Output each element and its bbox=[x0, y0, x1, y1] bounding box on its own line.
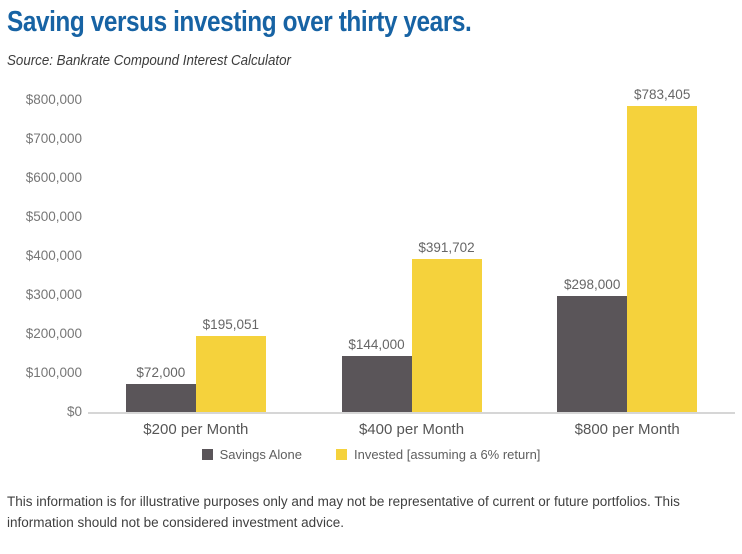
bar-savings-alone: $144,000 bbox=[341, 337, 412, 412]
y-axis-tick-label: $500,000 bbox=[25, 209, 82, 224]
legend: Savings Alone Invested [assuming a 6% ret… bbox=[0, 447, 742, 462]
y-axis-tick-label: $0 bbox=[66, 404, 82, 419]
bar-invested: $391,702 bbox=[411, 240, 482, 412]
bar-value-label: $195,051 bbox=[202, 316, 259, 332]
bar-group: $72,000 $195,051 bbox=[88, 100, 304, 412]
bar-value-label: $391,702 bbox=[418, 240, 475, 256]
bar-value-label: $298,000 bbox=[564, 276, 621, 292]
x-axis: $200 per Month $400 per Month $800 per Mon… bbox=[0, 414, 735, 438]
bar-value-label: $72,000 bbox=[136, 364, 186, 380]
y-axis-tick-label: $100,000 bbox=[25, 365, 82, 380]
legend-item: Savings Alone bbox=[201, 447, 302, 462]
page-title: Saving versus investing over thirty year… bbox=[7, 6, 472, 38]
plot-row: $0 $100,000 $200,000 $300,000 $400,000 $500,0… bbox=[0, 87, 742, 419]
bar-invested: $195,051 bbox=[195, 317, 266, 412]
legend-label: Invested [assuming a 6% return] bbox=[353, 447, 541, 462]
bar-value-label: $783,405 bbox=[634, 87, 691, 103]
source-caption: Source: Bankrate Compound Interest Calcu… bbox=[7, 53, 292, 69]
y-axis-tick-label: $300,000 bbox=[25, 287, 82, 302]
bar-chart: $0 $100,000 $200,000 $300,000 $400,000 $500,0… bbox=[0, 87, 742, 462]
legend-swatch-icon bbox=[201, 449, 213, 460]
y-axis-tick-label: $200,000 bbox=[25, 326, 82, 341]
bar-group: $298,000 $783,405 bbox=[519, 87, 735, 412]
bar-group: $144,000 $391,702 bbox=[304, 100, 520, 412]
y-axis-tick-label: $600,000 bbox=[25, 170, 82, 185]
x-axis-category-label: $400 per Month bbox=[358, 421, 465, 438]
disclaimer-text: This information is for illustrative pur… bbox=[7, 494, 680, 530]
x-axis-category-label: $200 per Month bbox=[143, 421, 249, 438]
bar-savings-alone: $72,000 bbox=[125, 365, 196, 412]
bar-invested: $783,405 bbox=[627, 87, 698, 412]
plot-area: $72,000 $195,051 $144,000 $391,702 $298,000 $… bbox=[88, 87, 735, 414]
y-axis-tick-label: $700,000 bbox=[25, 131, 82, 146]
legend-item: Invested [assuming a 6% return] bbox=[335, 447, 541, 462]
y-axis: $0 $100,000 $200,000 $300,000 $400,000 $500,0… bbox=[0, 92, 88, 419]
legend-swatch-icon bbox=[335, 449, 347, 460]
y-axis-tick-label: $400,000 bbox=[25, 248, 82, 263]
bar-value-label: $144,000 bbox=[348, 336, 405, 352]
x-axis-category-label: $800 per Month bbox=[574, 421, 680, 438]
legend-label: Savings Alone bbox=[219, 447, 302, 462]
y-axis-tick-label: $800,000 bbox=[25, 92, 82, 107]
bar-savings-alone: $298,000 bbox=[557, 277, 628, 412]
